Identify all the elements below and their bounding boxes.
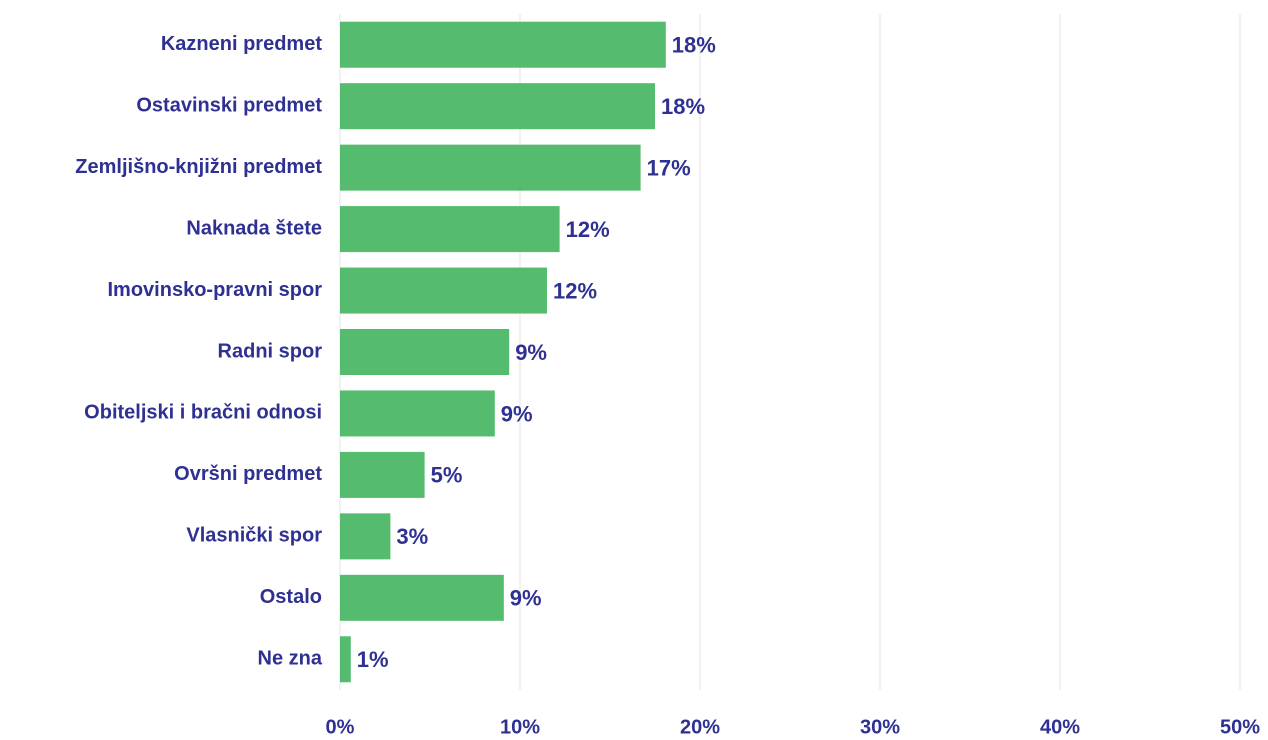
value-label: 18% [672, 33, 716, 58]
value-label: 12% [566, 217, 610, 242]
bar [340, 636, 351, 683]
bar [340, 513, 391, 560]
x-tick-label: 40% [1040, 716, 1080, 738]
value-label: 12% [553, 278, 597, 303]
y-tick-label: Ostavinski predmet [136, 94, 322, 116]
bar [340, 206, 560, 253]
value-label: 9% [510, 586, 542, 611]
y-tick-label: Ovršni predmet [174, 463, 322, 485]
y-tick-label: Ne zna [258, 648, 323, 670]
y-tick-label: Naknada štete [186, 217, 322, 239]
bar [340, 144, 641, 191]
y-tick-label: Imovinsko-pravni spor [108, 279, 323, 301]
x-tick-label: 30% [860, 716, 900, 738]
bar [340, 574, 504, 621]
value-label: 3% [396, 524, 428, 549]
value-label: 1% [357, 647, 389, 672]
y-tick-label: Radni spor [218, 340, 323, 362]
bar [340, 267, 547, 314]
bar [340, 390, 495, 437]
y-tick-label: Ostalo [260, 586, 322, 608]
y-tick-label: Vlasnički spor [186, 525, 322, 547]
x-tick-label: 10% [500, 716, 540, 738]
x-tick-label: 50% [1220, 716, 1260, 738]
x-tick-label: 0% [326, 716, 355, 738]
bar [340, 451, 425, 498]
bar [340, 329, 510, 375]
y-tick-label: Zemljišno-knjižni predmet [75, 156, 322, 178]
bar [340, 83, 655, 130]
value-label: 9% [501, 401, 533, 426]
value-label: 9% [515, 340, 547, 365]
y-tick-label: Obiteljski i bračni odnosi [84, 402, 322, 424]
bar [340, 21, 666, 68]
value-label: 17% [647, 155, 691, 180]
value-label: 18% [661, 94, 705, 119]
value-label: 5% [431, 463, 463, 488]
x-tick-label: 20% [680, 716, 720, 738]
y-tick-label: Kazneni predmet [161, 33, 322, 55]
